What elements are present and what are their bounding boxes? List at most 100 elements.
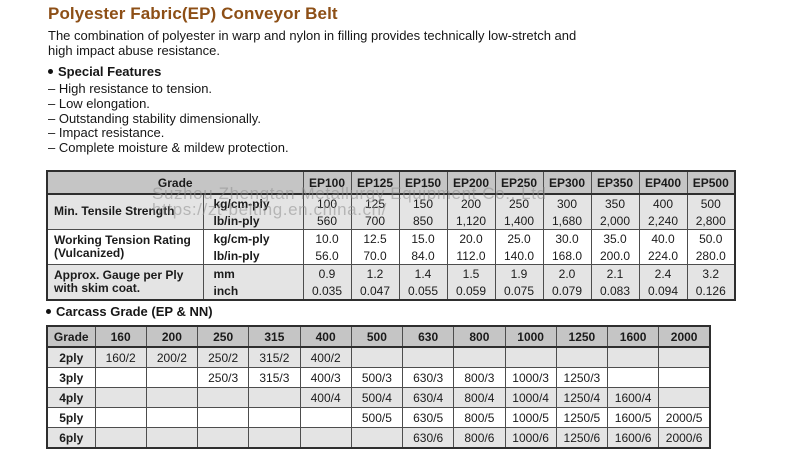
carcass-value-cell [94, 367, 147, 388]
carcass-row: 5ply 500/5 630/5 800/5 1000/5 1250/5 1600/5 200… [46, 407, 711, 428]
carcass-value-cell: 200/2 [145, 346, 199, 368]
spec-row-label-line: with skim coat. [54, 281, 141, 295]
spec-value-cell: 350 [590, 193, 640, 212]
spec-header-row: Grade EP100 EP125 EP150 EP200 EP250 EP300 EP350… [46, 170, 736, 195]
carcass-value-cell: 800/4 [453, 387, 506, 408]
spec-grade-column-header: EP500 [686, 170, 736, 195]
spec-value-cell: 10.0 [302, 229, 352, 247]
spec-value-cell: 15.0 [398, 229, 448, 247]
carcass-value-cell: 630/6 [401, 427, 455, 449]
carcass-value-cell: 2000/6 [658, 427, 711, 449]
spec-row: Min. Tensile Strength kg/cm-ply 100 125 150 2… [46, 193, 736, 230]
spec-value-cell: 0.047 [350, 282, 400, 301]
carcass-value-cell: 1000/5 [504, 407, 557, 428]
carcass-value-cell: 800/6 [453, 427, 506, 449]
spec-value-cell: 84.0 [398, 247, 448, 265]
carcass-column-header: 1250 [555, 325, 609, 348]
carcass-column-header: 200 [145, 325, 199, 348]
carcass-value-cell: 1000/3 [504, 367, 557, 388]
carcass-value-cell: 1250/4 [555, 387, 609, 408]
carcass-value-cell: 800/5 [453, 407, 506, 428]
spec-value-cell: 1.5 [446, 264, 496, 282]
spec-value-cell: 1,120 [446, 212, 496, 230]
carcass-value-cell: 500/5 [350, 407, 404, 428]
spec-value-cell: 560 [302, 212, 352, 230]
spec-value-cell: 300 [542, 193, 592, 212]
spec-value-cell: 0.9 [302, 264, 352, 282]
spec-value-cell: 35.0 [590, 229, 640, 247]
feature-item: – Low elongation. [48, 95, 150, 111]
carcass-value-cell: 1000/4 [504, 387, 557, 408]
spec-row: lb/in-ply 56.0 70.0 84.0 112.0 140.0 168.0 200.… [47, 247, 736, 265]
carcass-value-cell [606, 346, 660, 368]
spec-value-cell: 50.0 [686, 229, 736, 247]
carcass-value-cell: 315/3 [248, 367, 301, 388]
spec-value-cell: 200.0 [590, 247, 640, 265]
spec-grade-column-header: EP150 [398, 170, 448, 195]
carcass-value-cell: 500/4 [350, 387, 404, 408]
carcass-value-cell: 630/3 [401, 367, 455, 388]
spec-value-cell: 2,800 [686, 212, 736, 230]
carcass-grade-header: Grade [46, 325, 96, 348]
spec-value-cell: 0.079 [542, 282, 592, 301]
spec-row-label: Min. Tensile Strength [46, 193, 204, 230]
spec-row: Approx. Gauge per Ply with skim coat. mm 0.… [46, 264, 736, 300]
carcass-value-cell: 400/2 [299, 346, 352, 368]
carcass-header-row: Grade 160 200 250 315 400 500 630 800 1000 1250 160… [46, 325, 711, 348]
carcass-value-cell: 250/3 [196, 367, 250, 388]
carcass-row-label: 3ply [46, 367, 96, 388]
carcass-column-header: 315 [248, 325, 301, 348]
carcass-value-cell [453, 346, 506, 368]
carcass-value-cell: 315/2 [248, 346, 301, 368]
spec-unit-cell: lb/in-ply [202, 247, 304, 265]
carcass-column-header: 1600 [606, 325, 660, 348]
spec-row-label: Approx. Gauge per Ply with skim coat. [46, 264, 204, 300]
carcass-value-cell [248, 427, 301, 449]
feature-item: – Impact resistance. [48, 125, 165, 141]
spec-value-cell: 30.0 [542, 229, 592, 247]
spec-grade-header: Grade [46, 170, 304, 195]
spec-value-cell: 100 [302, 193, 352, 212]
carcass-value-cell [606, 367, 660, 388]
spec-grade-column-header: EP250 [494, 170, 544, 195]
carcass-value-cell [145, 367, 199, 388]
spec-value-cell: 1.4 [398, 264, 448, 282]
carcass-column-header: 2000 [658, 325, 711, 348]
spec-row: inch 0.035 0.047 0.055 0.059 0.075 0.079 0.083 0… [47, 282, 736, 301]
carcass-row: 6ply 630/6 800/6 1000/6 1250/6 1600/6 2000/6 [46, 427, 711, 449]
spec-value-cell: 1,400 [494, 212, 544, 230]
spec-value-cell: 2.0 [542, 264, 592, 282]
carcass-value-cell [658, 346, 711, 368]
carcass-value-cell: 1600/6 [606, 427, 660, 449]
carcass-value-cell: 1600/5 [606, 407, 660, 428]
spec-value-cell: 400 [638, 193, 688, 212]
spec-row-label: Working Tension Rating (Vulcanized) [46, 229, 204, 265]
carcass-value-cell: 800/3 [453, 367, 506, 388]
carcass-value-cell: 250/2 [196, 346, 250, 368]
spec-value-cell: 25.0 [494, 229, 544, 247]
spec-value-cell: 12.5 [350, 229, 400, 247]
spec-value-cell: 40.0 [638, 229, 688, 247]
carcass-column-header: 1000 [504, 325, 557, 348]
carcass-column-header: 250 [196, 325, 250, 348]
spec-value-cell: 1.2 [350, 264, 400, 282]
spec-grade-column-header: EP200 [446, 170, 496, 195]
features-section: Special Features – High resistance to te… [48, 64, 289, 156]
spec-grade-column-header: EP125 [350, 170, 400, 195]
carcass-value-cell [145, 407, 199, 428]
carcass-value-cell [145, 427, 199, 449]
features-heading: Special Features [48, 64, 289, 79]
carcass-value-cell: 500/3 [350, 367, 404, 388]
carcass-value-cell [504, 346, 557, 368]
carcass-row: 3ply 250/3 315/3 400/3 500/3 630/3 800/3 1000/3… [46, 367, 711, 388]
carcass-column-header: 160 [94, 325, 147, 348]
spec-value-cell: 112.0 [446, 247, 496, 265]
spec-value-cell: 0.126 [686, 282, 736, 301]
carcass-value-cell [145, 387, 199, 408]
intro-line-2: high impact abuse resistance. [48, 42, 220, 58]
carcass-value-cell [196, 387, 250, 408]
carcass-value-cell [401, 346, 455, 368]
carcass-value-cell: 1250/6 [555, 427, 609, 449]
spec-unit-cell: mm [202, 264, 304, 282]
carcass-value-cell [555, 346, 609, 368]
